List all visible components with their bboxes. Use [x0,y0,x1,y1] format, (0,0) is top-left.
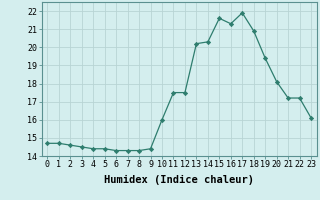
X-axis label: Humidex (Indice chaleur): Humidex (Indice chaleur) [104,175,254,185]
